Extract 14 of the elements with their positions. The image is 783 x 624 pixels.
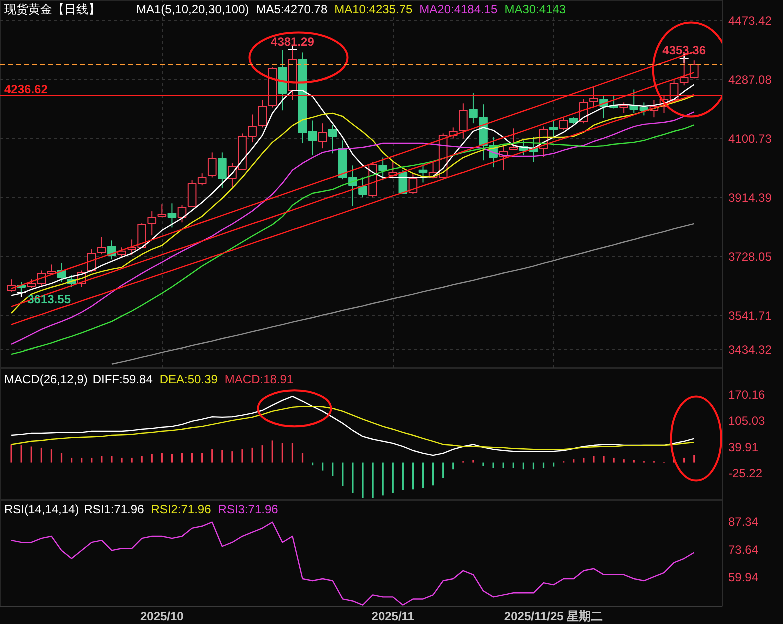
y-tick-label: 3541.71 — [728, 308, 772, 323]
y-tick-label: 4287.08 — [728, 73, 772, 88]
y-tick-label: 4473.42 — [728, 14, 772, 28]
y-tick-label: 59.94 — [728, 570, 759, 585]
y-tick-label: 73.64 — [728, 542, 759, 557]
y-tick-label: 39.91 — [728, 440, 759, 454]
y-tick-label: 3914.39 — [728, 191, 772, 206]
y-tick-label: 170.16 — [728, 388, 766, 402]
y-tick-label: 87.34 — [728, 515, 759, 530]
y-tick-label: 105.03 — [728, 414, 766, 428]
y-tick-label: -25.22 — [728, 466, 763, 480]
y-tick-label: 4100.73 — [728, 132, 772, 146]
y-tick-label: 3434.32 — [728, 342, 772, 357]
y-tick-label: 3728.05 — [728, 250, 772, 264]
